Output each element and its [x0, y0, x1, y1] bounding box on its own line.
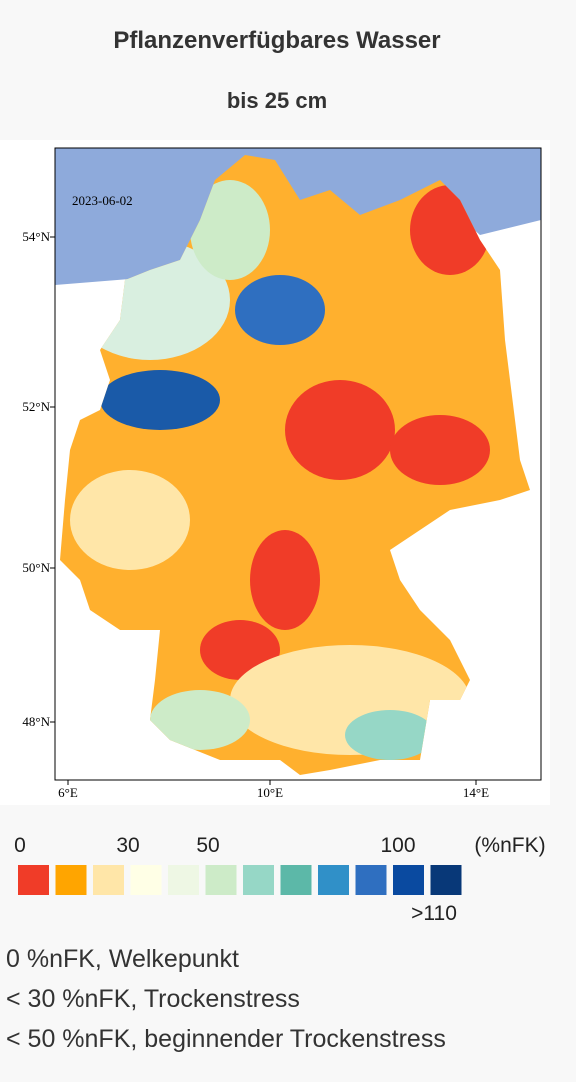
note: < 30 %nFK, Trockenstress — [6, 985, 300, 1013]
legend-max: >110 — [411, 902, 457, 925]
legend-swatch — [18, 865, 49, 895]
legend-swatch — [280, 865, 312, 895]
legend-swatch — [130, 865, 162, 895]
map — [55, 148, 541, 775]
sea — [55, 148, 541, 285]
legend-swatch — [393, 865, 424, 895]
subtitle: bis 25 cm — [227, 88, 327, 113]
note: < 50 %nFK, beginnender Trockenstress — [6, 1025, 446, 1053]
note: 0 %nFK, Welkepunkt — [6, 945, 239, 973]
date-label: 2023-06-02 — [72, 193, 133, 208]
legend-swatch — [55, 865, 87, 895]
legend-swatch — [318, 865, 349, 895]
lon-label: 6°E — [58, 785, 78, 800]
lon-label: 10°E — [257, 785, 283, 800]
legend-swatch — [430, 865, 462, 895]
legend-swatch — [243, 865, 274, 895]
legend-swatch — [205, 865, 237, 895]
map-frame — [54, 147, 542, 781]
lat-label: 50°N — [22, 560, 50, 575]
legend-label: 0 — [14, 834, 26, 857]
lat-label: 52°N — [22, 399, 50, 414]
legend-swatch — [93, 865, 124, 895]
legend-label: 50 — [196, 834, 219, 857]
lon-label: 14°E — [463, 785, 489, 800]
legend-swatch — [355, 865, 387, 895]
legend-swatch — [168, 865, 199, 895]
legend-label: 30 — [116, 834, 139, 857]
legend-unit: (%nFK) — [474, 834, 545, 857]
lat-label: 54°N — [22, 229, 50, 244]
title: Pflanzenverfügbares Wasser — [113, 27, 440, 54]
legend-label: 100 — [380, 834, 415, 857]
lat-label: 48°N — [22, 714, 50, 729]
